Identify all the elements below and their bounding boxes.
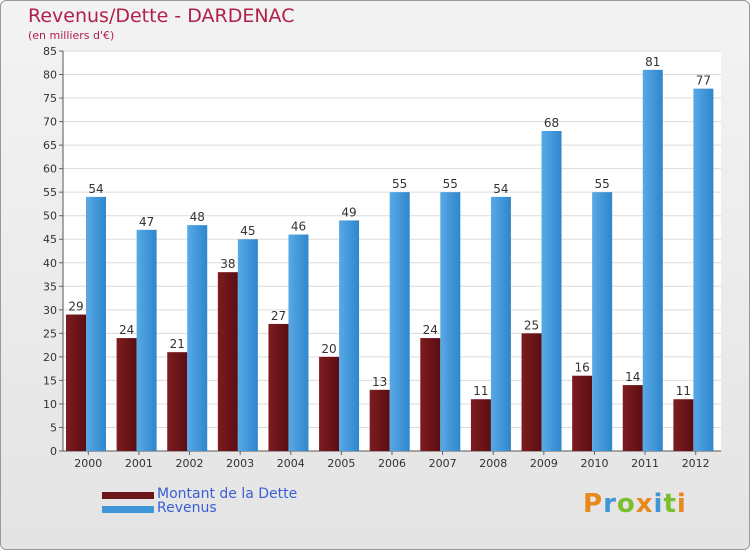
bar-revenue [490, 196, 511, 451]
x-tick-label: 2011 [631, 457, 659, 470]
x-tick-label: 2001 [125, 457, 153, 470]
logo-letter: t [663, 489, 677, 519]
y-tick-label: 65 [43, 139, 57, 152]
y-tick-label: 15 [43, 374, 57, 387]
bar-debt [116, 338, 137, 451]
data-label: 38 [220, 257, 235, 271]
x-tick-label: 2006 [378, 457, 406, 470]
y-tick-label: 10 [43, 398, 57, 411]
data-label: 21 [170, 337, 185, 351]
bar-debt [167, 352, 188, 451]
y-tick-label: 0 [50, 445, 57, 458]
logo-letter: o [616, 489, 636, 519]
data-label: 47 [139, 215, 154, 229]
data-label: 16 [575, 361, 590, 375]
x-tick-label: 2012 [682, 457, 710, 470]
data-label: 11 [676, 384, 691, 398]
data-label: 55 [595, 177, 610, 191]
bar-revenue [389, 192, 410, 452]
y-tick-label: 60 [43, 163, 57, 176]
chart-title: Revenus/Dette - DARDENAC [28, 5, 295, 27]
data-label: 14 [625, 370, 640, 384]
logo-letter: x [635, 489, 654, 519]
legend-swatch-revenue [102, 506, 154, 513]
logo-letter: i [676, 489, 687, 519]
x-tick-label: 2005 [327, 457, 355, 470]
logo-letter: r [603, 489, 617, 519]
bar-revenue [136, 229, 157, 451]
data-label: 27 [271, 309, 286, 323]
data-label: 55 [443, 177, 458, 191]
data-label: 20 [321, 342, 336, 356]
y-tick-label: 35 [43, 280, 57, 293]
x-tick-label: 2010 [580, 457, 608, 470]
x-tick-label: 2002 [176, 457, 204, 470]
bar-revenue [288, 234, 309, 451]
bar-debt [420, 338, 441, 451]
y-tick-label: 55 [43, 186, 57, 199]
bar-debt [268, 323, 289, 451]
bar-revenue [592, 192, 613, 452]
y-tick-label: 70 [43, 116, 57, 129]
y-tick-label: 30 [43, 304, 57, 317]
data-label: 54 [493, 182, 508, 196]
bar-debt [470, 399, 491, 451]
data-label: 48 [190, 210, 205, 224]
data-label: 81 [645, 55, 660, 69]
y-tick-label: 85 [43, 45, 57, 58]
data-label: 46 [291, 220, 306, 234]
bar-debt [673, 399, 694, 451]
y-tick-label: 20 [43, 351, 57, 364]
data-label: 68 [544, 116, 559, 130]
bar-revenue [642, 69, 663, 451]
bar-debt [622, 385, 643, 451]
data-label: 13 [372, 375, 387, 389]
legend-label-revenue: Revenus [157, 500, 217, 516]
data-label: 55 [392, 177, 407, 191]
data-label: 24 [119, 323, 134, 337]
bar-revenue [440, 192, 461, 452]
y-tick-label: 75 [43, 92, 57, 105]
x-tick-label: 2000 [74, 457, 102, 470]
bar-revenue [237, 239, 258, 451]
legend-swatch-debt [102, 492, 154, 499]
x-tick-label: 2004 [277, 457, 305, 470]
data-label: 45 [240, 224, 255, 238]
bar-revenue [541, 131, 562, 451]
bar-debt [217, 272, 238, 451]
bar-debt [521, 333, 542, 451]
bar-revenue [86, 196, 106, 451]
logo-letter: i [653, 489, 664, 519]
data-label: 54 [88, 182, 103, 196]
y-tick-label: 80 [43, 69, 57, 82]
chart-subtitle: (en milliers d'€) [28, 29, 115, 42]
bar-debt [66, 314, 86, 451]
y-tick-label: 50 [43, 210, 57, 223]
legend-label-debt: Montant de la Dette [157, 486, 298, 502]
x-tick-label: 2003 [226, 457, 254, 470]
bar-debt [319, 356, 340, 451]
bar-revenue [693, 88, 714, 451]
bar-revenue [339, 220, 360, 451]
y-tick-label: 45 [43, 233, 57, 246]
data-label: 77 [696, 74, 711, 88]
data-label: 25 [524, 318, 539, 332]
y-tick-label: 40 [43, 257, 57, 270]
y-tick-label: 25 [43, 327, 57, 340]
data-label: 49 [341, 205, 356, 219]
bar-debt [369, 389, 390, 451]
bar-debt [572, 375, 593, 451]
bar-revenue [187, 225, 208, 451]
x-tick-label: 2008 [479, 457, 507, 470]
x-tick-label: 2007 [429, 457, 457, 470]
logo-letter: P [583, 489, 604, 519]
x-tick-label: 2009 [530, 457, 558, 470]
data-label: 11 [473, 384, 488, 398]
data-label: 24 [423, 323, 438, 337]
y-tick-label: 5 [50, 421, 57, 434]
data-label: 29 [68, 300, 83, 314]
proxiti-logo: Proxiti [583, 489, 687, 519]
